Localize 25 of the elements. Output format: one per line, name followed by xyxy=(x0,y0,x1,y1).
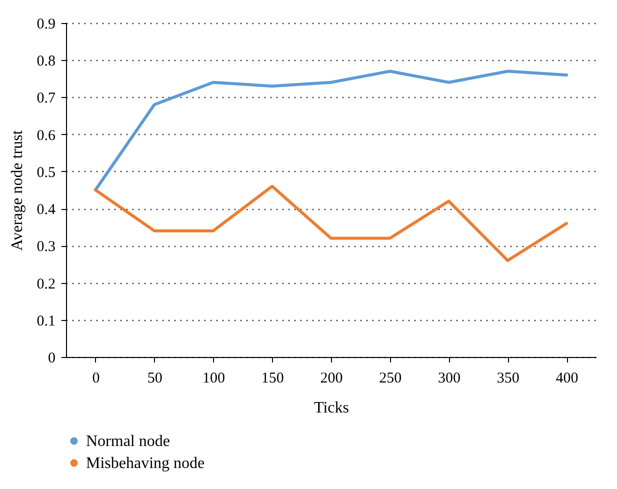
x-tick-label: 200 xyxy=(320,370,343,386)
y-tick-label: 0.2 xyxy=(36,276,56,292)
y-tick-label: 0.6 xyxy=(36,128,56,144)
y-tick-label: 0.1 xyxy=(36,313,56,330)
legend-label: Normal node xyxy=(86,433,170,450)
line-series xyxy=(94,184,568,262)
x-tick-label: 400 xyxy=(556,370,578,386)
y-tick-label: 0.8 xyxy=(36,54,56,70)
x-tick-label: 50 xyxy=(147,370,162,386)
y-axis-title: Average node trust xyxy=(8,130,26,251)
x-tick-label: 300 xyxy=(438,370,461,386)
line-series xyxy=(94,70,568,192)
x-tick-label: 350 xyxy=(496,370,520,386)
x-axis-title: Ticks xyxy=(314,400,349,416)
x-tick-label: 0 xyxy=(92,370,100,386)
y-tick-label: 0.9 xyxy=(36,16,56,32)
x-tick-label: 100 xyxy=(202,370,225,386)
y-tick-label: 0.5 xyxy=(36,164,56,181)
legend-label: Misbehaving node xyxy=(86,455,205,472)
x-tick-label: 150 xyxy=(261,370,284,386)
y-tick-label: 0 xyxy=(48,350,56,366)
y-tick-label: 0.7 xyxy=(36,90,56,107)
y-tick-label: 0.3 xyxy=(36,239,56,256)
y-tick-label: 0.4 xyxy=(36,202,56,218)
x-tick-label: 250 xyxy=(379,370,402,386)
